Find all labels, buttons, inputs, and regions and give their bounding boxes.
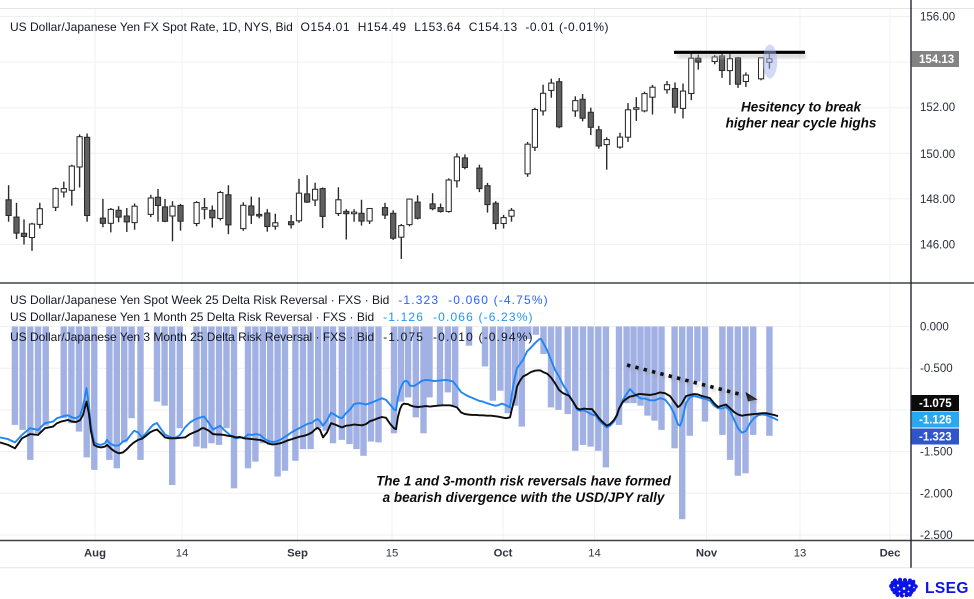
svg-text:-1.075: -1.075 <box>919 398 952 410</box>
svg-text:156.00: 156.00 <box>920 12 955 24</box>
svg-text:a bearish divergence with the: a bearish divergence with the USD/JPY ra… <box>383 490 666 505</box>
svg-text:US Dollar/Japanese Yen 3 Month: US Dollar/Japanese Yen 3 Month 25 Delta … <box>10 330 534 344</box>
svg-text:-1.126: -1.126 <box>919 415 952 427</box>
svg-text:higher near cycle highs: higher near cycle highs <box>726 116 877 131</box>
svg-text:-2.000: -2.000 <box>920 488 953 500</box>
svg-text:-1.500: -1.500 <box>920 447 953 459</box>
svg-text:14: 14 <box>176 548 189 560</box>
svg-text:The 1 and 3-month risk reversa: The 1 and 3-month risk reversals have fo… <box>376 474 672 489</box>
svg-text:146.00: 146.00 <box>920 240 955 252</box>
svg-text:13: 13 <box>794 548 807 560</box>
svg-text:15: 15 <box>386 548 399 560</box>
svg-text:Aug: Aug <box>84 548 106 560</box>
svg-text:148.00: 148.00 <box>920 194 955 206</box>
svg-text:Hesitency to break: Hesitency to break <box>741 100 863 115</box>
svg-text:Dec: Dec <box>880 548 901 560</box>
svg-text:US Dollar/Japanese Yen FX Spot: US Dollar/Japanese Yen FX Spot Rate, 1D,… <box>10 20 609 34</box>
svg-text:US Dollar/Japanese Yen Spot We: US Dollar/Japanese Yen Spot Week 25 Delt… <box>10 293 549 307</box>
svg-text:US Dollar/Japanese Yen 1 Month: US Dollar/Japanese Yen 1 Month 25 Delta … <box>10 310 534 324</box>
svg-text:152.00: 152.00 <box>920 102 955 114</box>
svg-text:-2.500: -2.500 <box>920 530 953 542</box>
svg-text:14: 14 <box>588 548 601 560</box>
svg-text:154.13: 154.13 <box>919 54 954 66</box>
svg-text:-1.323: -1.323 <box>919 432 952 444</box>
svg-text:Oct: Oct <box>494 548 513 560</box>
svg-text:-0.500: -0.500 <box>920 363 953 375</box>
svg-text:Sep: Sep <box>287 548 308 560</box>
svg-text:Nov: Nov <box>696 548 718 560</box>
svg-text:0.000: 0.000 <box>920 322 949 334</box>
svg-text:LSEG: LSEG <box>925 580 969 597</box>
svg-text:150.00: 150.00 <box>920 149 955 161</box>
